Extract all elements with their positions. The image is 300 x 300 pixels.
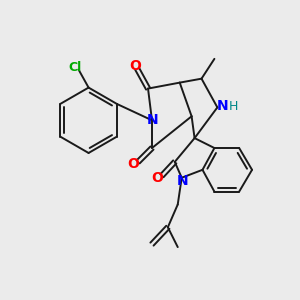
Text: N: N xyxy=(177,174,188,188)
Text: Cl: Cl xyxy=(68,61,81,74)
Text: N: N xyxy=(147,113,159,127)
Text: O: O xyxy=(129,59,141,73)
Text: H: H xyxy=(229,100,238,113)
Text: N: N xyxy=(217,99,228,113)
Text: O: O xyxy=(127,157,139,171)
Text: O: O xyxy=(151,171,163,185)
